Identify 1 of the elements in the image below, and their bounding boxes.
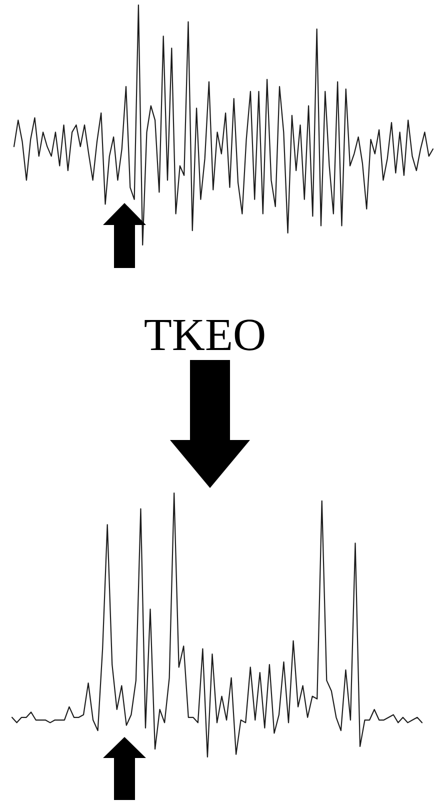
text: TKEO [144,320,264,350]
